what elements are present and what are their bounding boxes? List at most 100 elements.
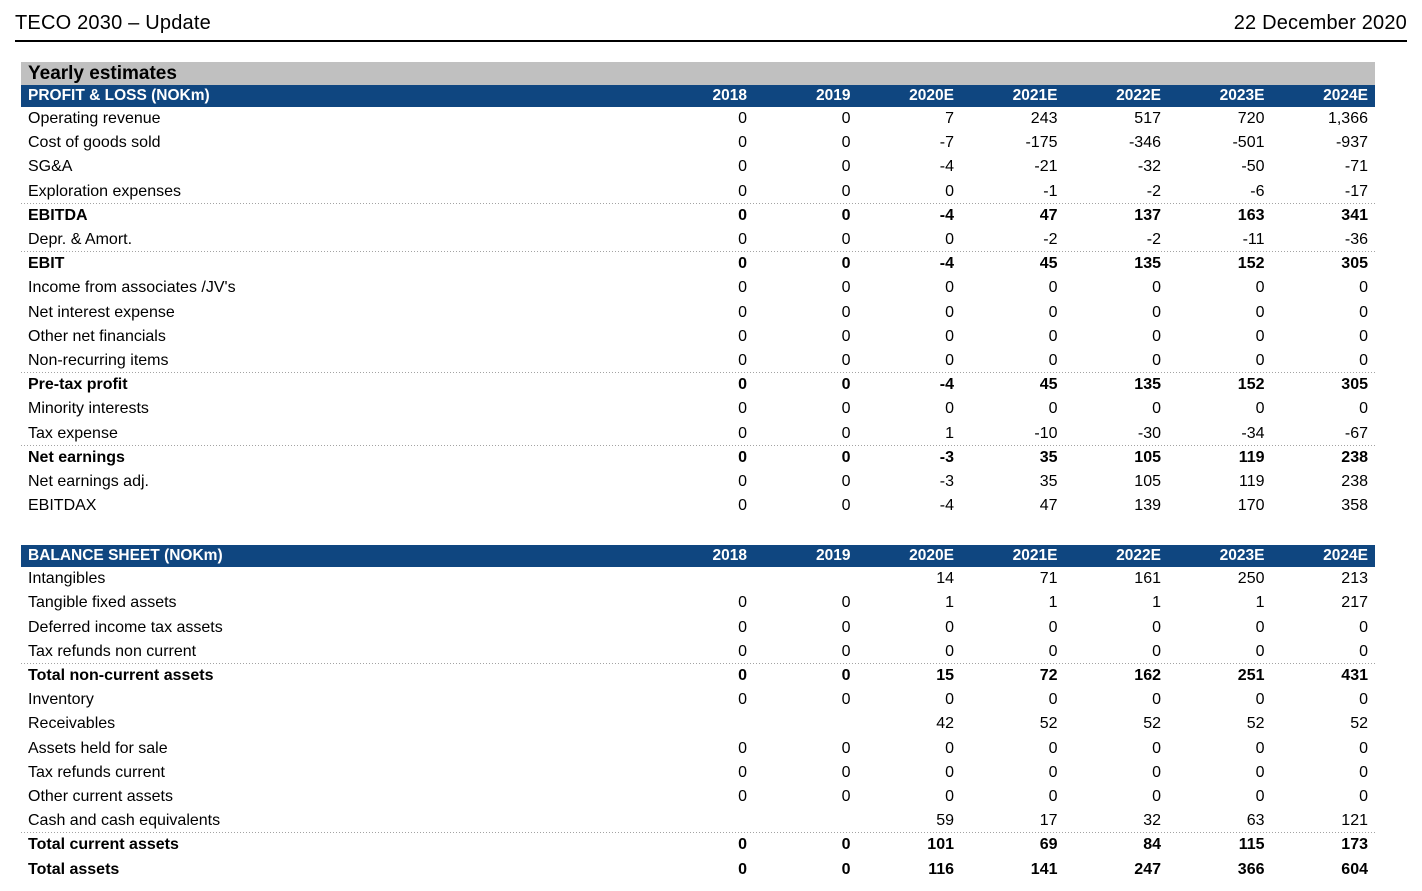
cell-value: 0: [738, 400, 747, 418]
cell-value: 305: [1341, 255, 1368, 273]
cell-value: 45: [1039, 376, 1058, 394]
cell-value: -11: [1242, 231, 1265, 249]
table-row: Total non-current assets 0 0 15 72 162 251 431: [21, 662, 1375, 688]
cell-value: 0: [841, 206, 851, 224]
cell-value: 0: [945, 642, 954, 660]
cell-value: 0: [738, 182, 747, 200]
cell-value: -2: [1043, 231, 1058, 249]
column-header: 2023E: [1219, 87, 1265, 104]
cell-value: 0: [1048, 618, 1058, 636]
row-label: Other current assets: [28, 787, 173, 805]
row-label: Pre-tax profit: [28, 376, 128, 394]
cell-value: 0: [945, 303, 954, 321]
cell-value: 0: [738, 667, 747, 685]
cell-value: 0: [1048, 763, 1058, 781]
row-label: Exploration expenses: [28, 182, 181, 200]
cell-value: 0: [1359, 279, 1368, 297]
cell-value: 0: [1359, 303, 1368, 321]
cell-value: 0: [738, 594, 747, 612]
cell-value: 0: [738, 158, 747, 176]
cell-value: 0: [1152, 642, 1161, 660]
cell-value: 238: [1341, 472, 1368, 490]
cell-value: 101: [927, 836, 954, 854]
cell-value: -30: [1137, 424, 1161, 442]
cell-value: 1,366: [1327, 110, 1368, 128]
cell-value: 52: [1039, 715, 1058, 733]
cell-value: 0: [841, 472, 851, 490]
cell-value: 35: [1039, 448, 1058, 466]
cell-value: 173: [1341, 836, 1368, 854]
cell-value: 0: [945, 618, 954, 636]
cell-value: -4: [939, 206, 954, 224]
cell-value: 141: [1030, 860, 1058, 878]
cell-value: 52: [1350, 715, 1368, 733]
cell-value: 0: [841, 618, 851, 636]
row-label: Net interest expense: [28, 303, 175, 321]
cell-value: 0: [1255, 763, 1265, 781]
cell-value: 0: [945, 279, 954, 297]
cell-value: 0: [841, 739, 851, 757]
cell-value: -32: [1137, 158, 1161, 176]
table-row: Cash and cash equivalents 59 17 32 63 121: [21, 809, 1375, 833]
table-row: Intangibles 14 71 161 250 213: [21, 567, 1375, 591]
cell-value: 0: [1048, 400, 1058, 418]
cell-value: 0: [841, 787, 851, 805]
cell-value: 161: [1134, 570, 1161, 588]
table-row: Tax refunds non current 0 0 0 0 0 0 0: [21, 640, 1375, 664]
cell-value: 1: [945, 594, 954, 612]
cell-value: 0: [841, 134, 851, 152]
cell-value: 0: [1048, 739, 1058, 757]
cell-value: 0: [738, 836, 747, 854]
cell-value: 0: [1152, 279, 1161, 297]
row-label: Inventory: [28, 691, 94, 709]
cell-value: 0: [841, 836, 851, 854]
cell-value: 0: [738, 279, 747, 297]
cell-value: 0: [738, 642, 747, 660]
cell-value: 0: [1359, 400, 1368, 418]
row-label: Total non-current assets: [28, 667, 214, 685]
cell-value: 0: [1048, 351, 1058, 369]
cell-value: 0: [841, 424, 851, 442]
cell-value: 162: [1134, 667, 1161, 685]
row-label: Minority interests: [28, 400, 149, 418]
cell-value: 0: [841, 110, 851, 128]
table-header-row: PROFIT & LOSS (NOKm) 2018 2019 2020E 2021E 20…: [21, 85, 1375, 107]
cell-value: 0: [945, 787, 954, 805]
cell-value: 0: [738, 303, 747, 321]
row-label: Deferred income tax assets: [28, 618, 223, 636]
table-row: Deferred income tax assets 0 0 0 0 0 0 0: [21, 616, 1375, 640]
column-header: 2024E: [1323, 547, 1368, 565]
cell-value: 59: [936, 812, 954, 830]
cell-value: 63: [1246, 812, 1265, 830]
cell-value: 431: [1341, 667, 1368, 685]
row-label: Intangibles: [28, 570, 106, 588]
column-header: 2018: [712, 547, 747, 565]
table-row: Operating revenue 0 0 7 243 517 720 1,366: [21, 107, 1375, 131]
cell-value: 341: [1341, 206, 1368, 224]
column-header: 2024E: [1323, 87, 1368, 104]
cell-value: 52: [1143, 715, 1161, 733]
cell-value: 170: [1237, 497, 1265, 515]
cell-value: -21: [1034, 158, 1058, 176]
cell-value: 0: [1152, 351, 1161, 369]
cell-value: 217: [1341, 594, 1368, 612]
cell-value: 250: [1237, 570, 1265, 588]
cell-value: 0: [945, 182, 954, 200]
cell-value: 0: [841, 642, 851, 660]
cell-value: 0: [1255, 400, 1265, 418]
row-label: Non-recurring items: [28, 351, 169, 369]
cell-value: -4: [939, 497, 954, 515]
cell-value: 105: [1134, 448, 1161, 466]
cell-value: 0: [1255, 642, 1265, 660]
row-label: EBIT: [28, 255, 65, 273]
cell-value: 0: [841, 182, 851, 200]
cell-value: 0: [1255, 787, 1265, 805]
report-date: 22 December 2020: [1233, 12, 1407, 34]
cell-value: 0: [1048, 303, 1058, 321]
cell-value: 0: [738, 376, 747, 394]
cell-value: 0: [1048, 327, 1058, 345]
cell-value: 0: [841, 303, 851, 321]
cell-value: 0: [738, 739, 747, 757]
row-label: Total assets: [28, 860, 120, 878]
cell-value: -3: [939, 448, 954, 466]
